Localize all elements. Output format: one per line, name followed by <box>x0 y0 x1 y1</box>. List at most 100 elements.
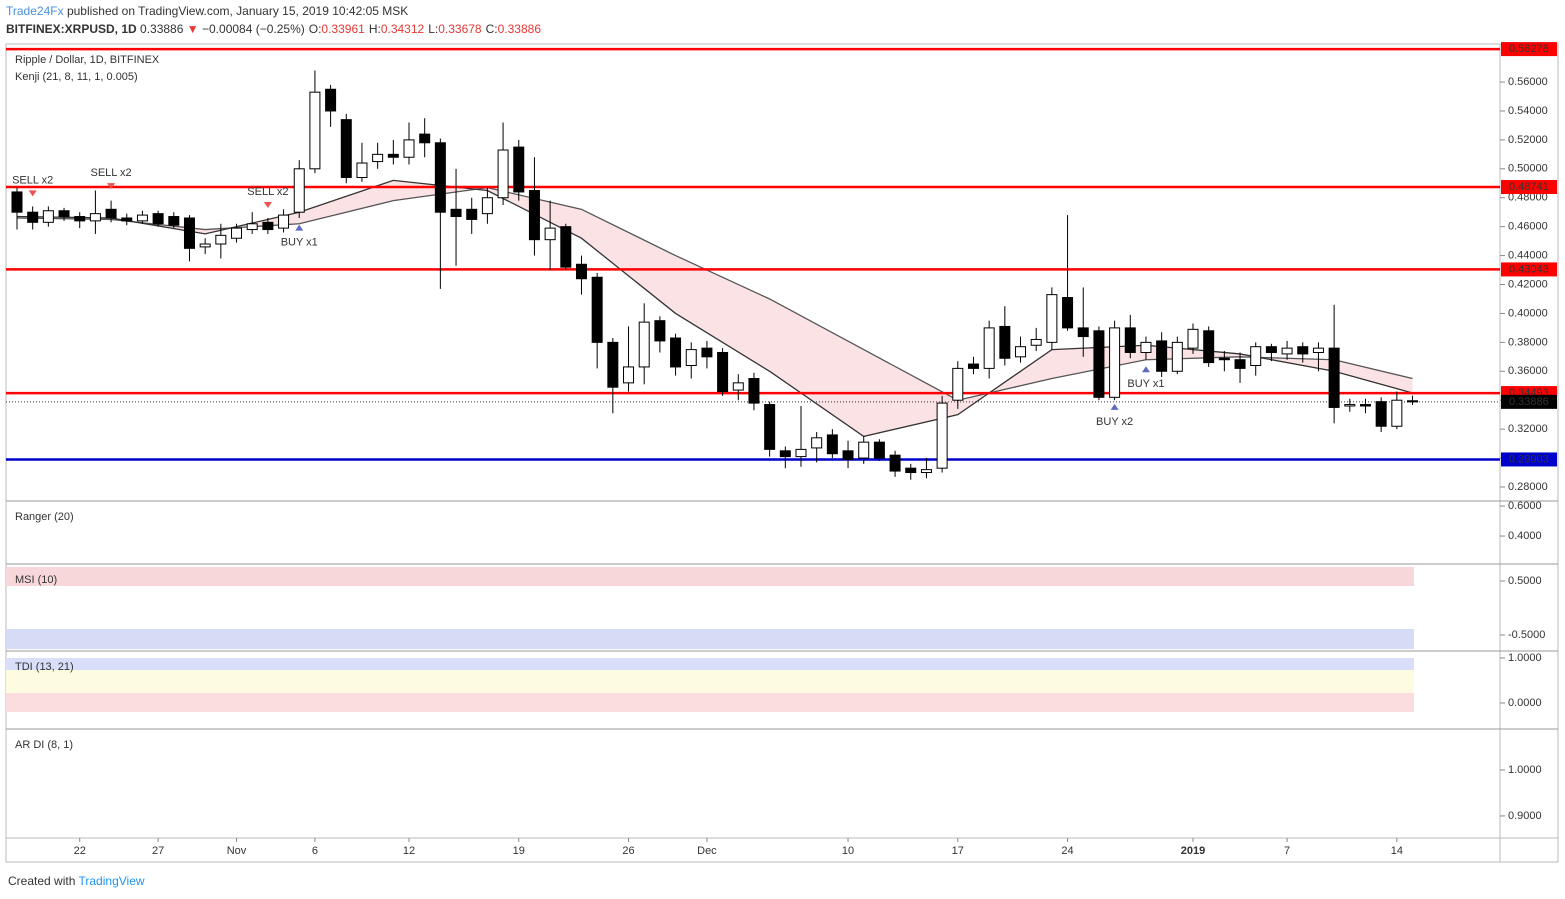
pane-title: AR DI (8, 1) <box>15 739 73 751</box>
candle-body <box>434 142 446 213</box>
level-tag <box>1501 42 1557 57</box>
brand[interactable]: TradingView <box>79 874 145 888</box>
x-tick-label: 10 <box>842 845 854 857</box>
candle-body <box>983 327 995 369</box>
last: 0.33886 <box>140 22 184 36</box>
candle-body <box>544 227 556 241</box>
candle-body <box>11 191 23 213</box>
candle-body <box>1297 346 1309 355</box>
candle-body <box>638 321 650 368</box>
level-label: 0.43043 <box>1509 263 1549 275</box>
candle-body <box>1077 327 1089 338</box>
y-tick-label: 1.0000 <box>1508 652 1542 664</box>
ohlc-value: 0.33678 <box>438 22 482 36</box>
candle-body <box>215 234 227 245</box>
candle-body <box>654 320 666 342</box>
signal-arrow <box>107 183 116 190</box>
tdi-upper-band <box>6 658 1414 670</box>
candle-body <box>1203 330 1215 364</box>
candle-body <box>497 149 509 199</box>
y-tick-label: 0.6000 <box>1508 500 1542 512</box>
signal-arrow <box>28 190 37 197</box>
x-tick-label: 12 <box>403 845 415 857</box>
candle-body <box>356 162 368 178</box>
tdi-lower-band <box>6 693 1414 712</box>
y-tick-label: 0.36000 <box>1508 365 1548 377</box>
candle-body <box>89 213 101 222</box>
created: Created with <box>8 874 75 888</box>
candle-body <box>591 276 603 343</box>
x-tick-label: 6 <box>312 845 318 857</box>
candle-body <box>1312 347 1324 353</box>
candle-body <box>199 243 211 248</box>
pane-title: Ripple / Dollar, 1D, BITFINEX <box>15 54 160 66</box>
y-tick-label: 0.54000 <box>1508 105 1548 117</box>
signal-label: BUY x2 <box>1096 416 1133 428</box>
x-tick-label: Dec <box>697 845 717 857</box>
candle-body <box>309 91 321 170</box>
x-tick-label: 26 <box>622 845 634 857</box>
y-tick-label: 0.44000 <box>1508 249 1548 261</box>
y-tick-label: 0.32000 <box>1508 423 1548 435</box>
candle-body <box>999 325 1011 359</box>
y-tick-label: 0.9000 <box>1508 810 1542 822</box>
pane-title: TDI (13, 21) <box>15 661 74 673</box>
candle-body <box>842 450 854 461</box>
tdi-mid-band <box>6 670 1414 693</box>
candle-body <box>513 146 525 193</box>
signal-arrow <box>1141 366 1150 373</box>
candle-body <box>952 367 964 401</box>
ohlc: O:0.33961 H:0.34312 L:0.33678 C:0.33886 <box>309 22 542 36</box>
candle-body <box>387 153 399 158</box>
level-tag <box>1501 452 1557 467</box>
y-tick-label: 0.28000 <box>1508 481 1548 493</box>
level-label: 0.58278 <box>1509 43 1549 55</box>
candle-body <box>152 213 164 225</box>
candle-body <box>278 214 290 229</box>
level-tag <box>1501 180 1557 195</box>
candle-body <box>340 119 352 178</box>
candle-body <box>1030 338 1042 346</box>
candle-body <box>528 190 540 241</box>
x-tick-label: Nov <box>227 845 247 857</box>
subtitle: Kenji (21, 8, 11, 1, 0.005) <box>15 71 138 83</box>
y-tick-label: 0.48000 <box>1508 192 1548 204</box>
candle-body <box>372 153 384 163</box>
candle-body <box>105 208 117 219</box>
candle-body <box>889 454 901 472</box>
candle-body <box>121 217 133 222</box>
signal-label: SELL x2 <box>247 186 288 198</box>
candle-body <box>920 469 932 474</box>
x-tick-label: 17 <box>952 845 964 857</box>
candle-body <box>1407 400 1419 403</box>
candle-body <box>1156 340 1168 372</box>
y-tick-label: 0.46000 <box>1508 221 1548 233</box>
signal-label: SELL x2 <box>90 167 131 179</box>
candle-body <box>936 402 948 469</box>
signal-arrow <box>295 224 304 231</box>
y-tick-label: 0.42000 <box>1508 278 1548 290</box>
candle-body <box>1250 346 1262 366</box>
ohlc-label: H: <box>369 22 381 36</box>
ohlc-label: O: <box>309 22 322 36</box>
ohlc-value: 0.33961 <box>321 22 365 36</box>
candle-body <box>1234 359 1246 369</box>
y-tick-label: 0.38000 <box>1508 336 1548 348</box>
publisher[interactable]: Trade24Fx <box>6 4 64 18</box>
candle-body <box>1265 346 1277 353</box>
candle-body <box>748 378 760 404</box>
candle-body <box>779 450 791 458</box>
signal-label: BUY x1 <box>1127 378 1164 390</box>
candle-body <box>1140 341 1152 353</box>
y-tick-label: 0.40000 <box>1508 307 1548 319</box>
candle-body <box>1391 399 1403 427</box>
level-label: 0.48741 <box>1509 181 1549 193</box>
pane-title: MSI (10) <box>15 574 57 586</box>
footer: Created with TradingView <box>8 874 145 888</box>
last-price-tag <box>1501 394 1557 409</box>
y-tick-label: 0.52000 <box>1508 134 1548 146</box>
candle-body <box>168 216 180 226</box>
arrow: ▼ <box>187 22 199 36</box>
candle-body <box>136 214 148 222</box>
